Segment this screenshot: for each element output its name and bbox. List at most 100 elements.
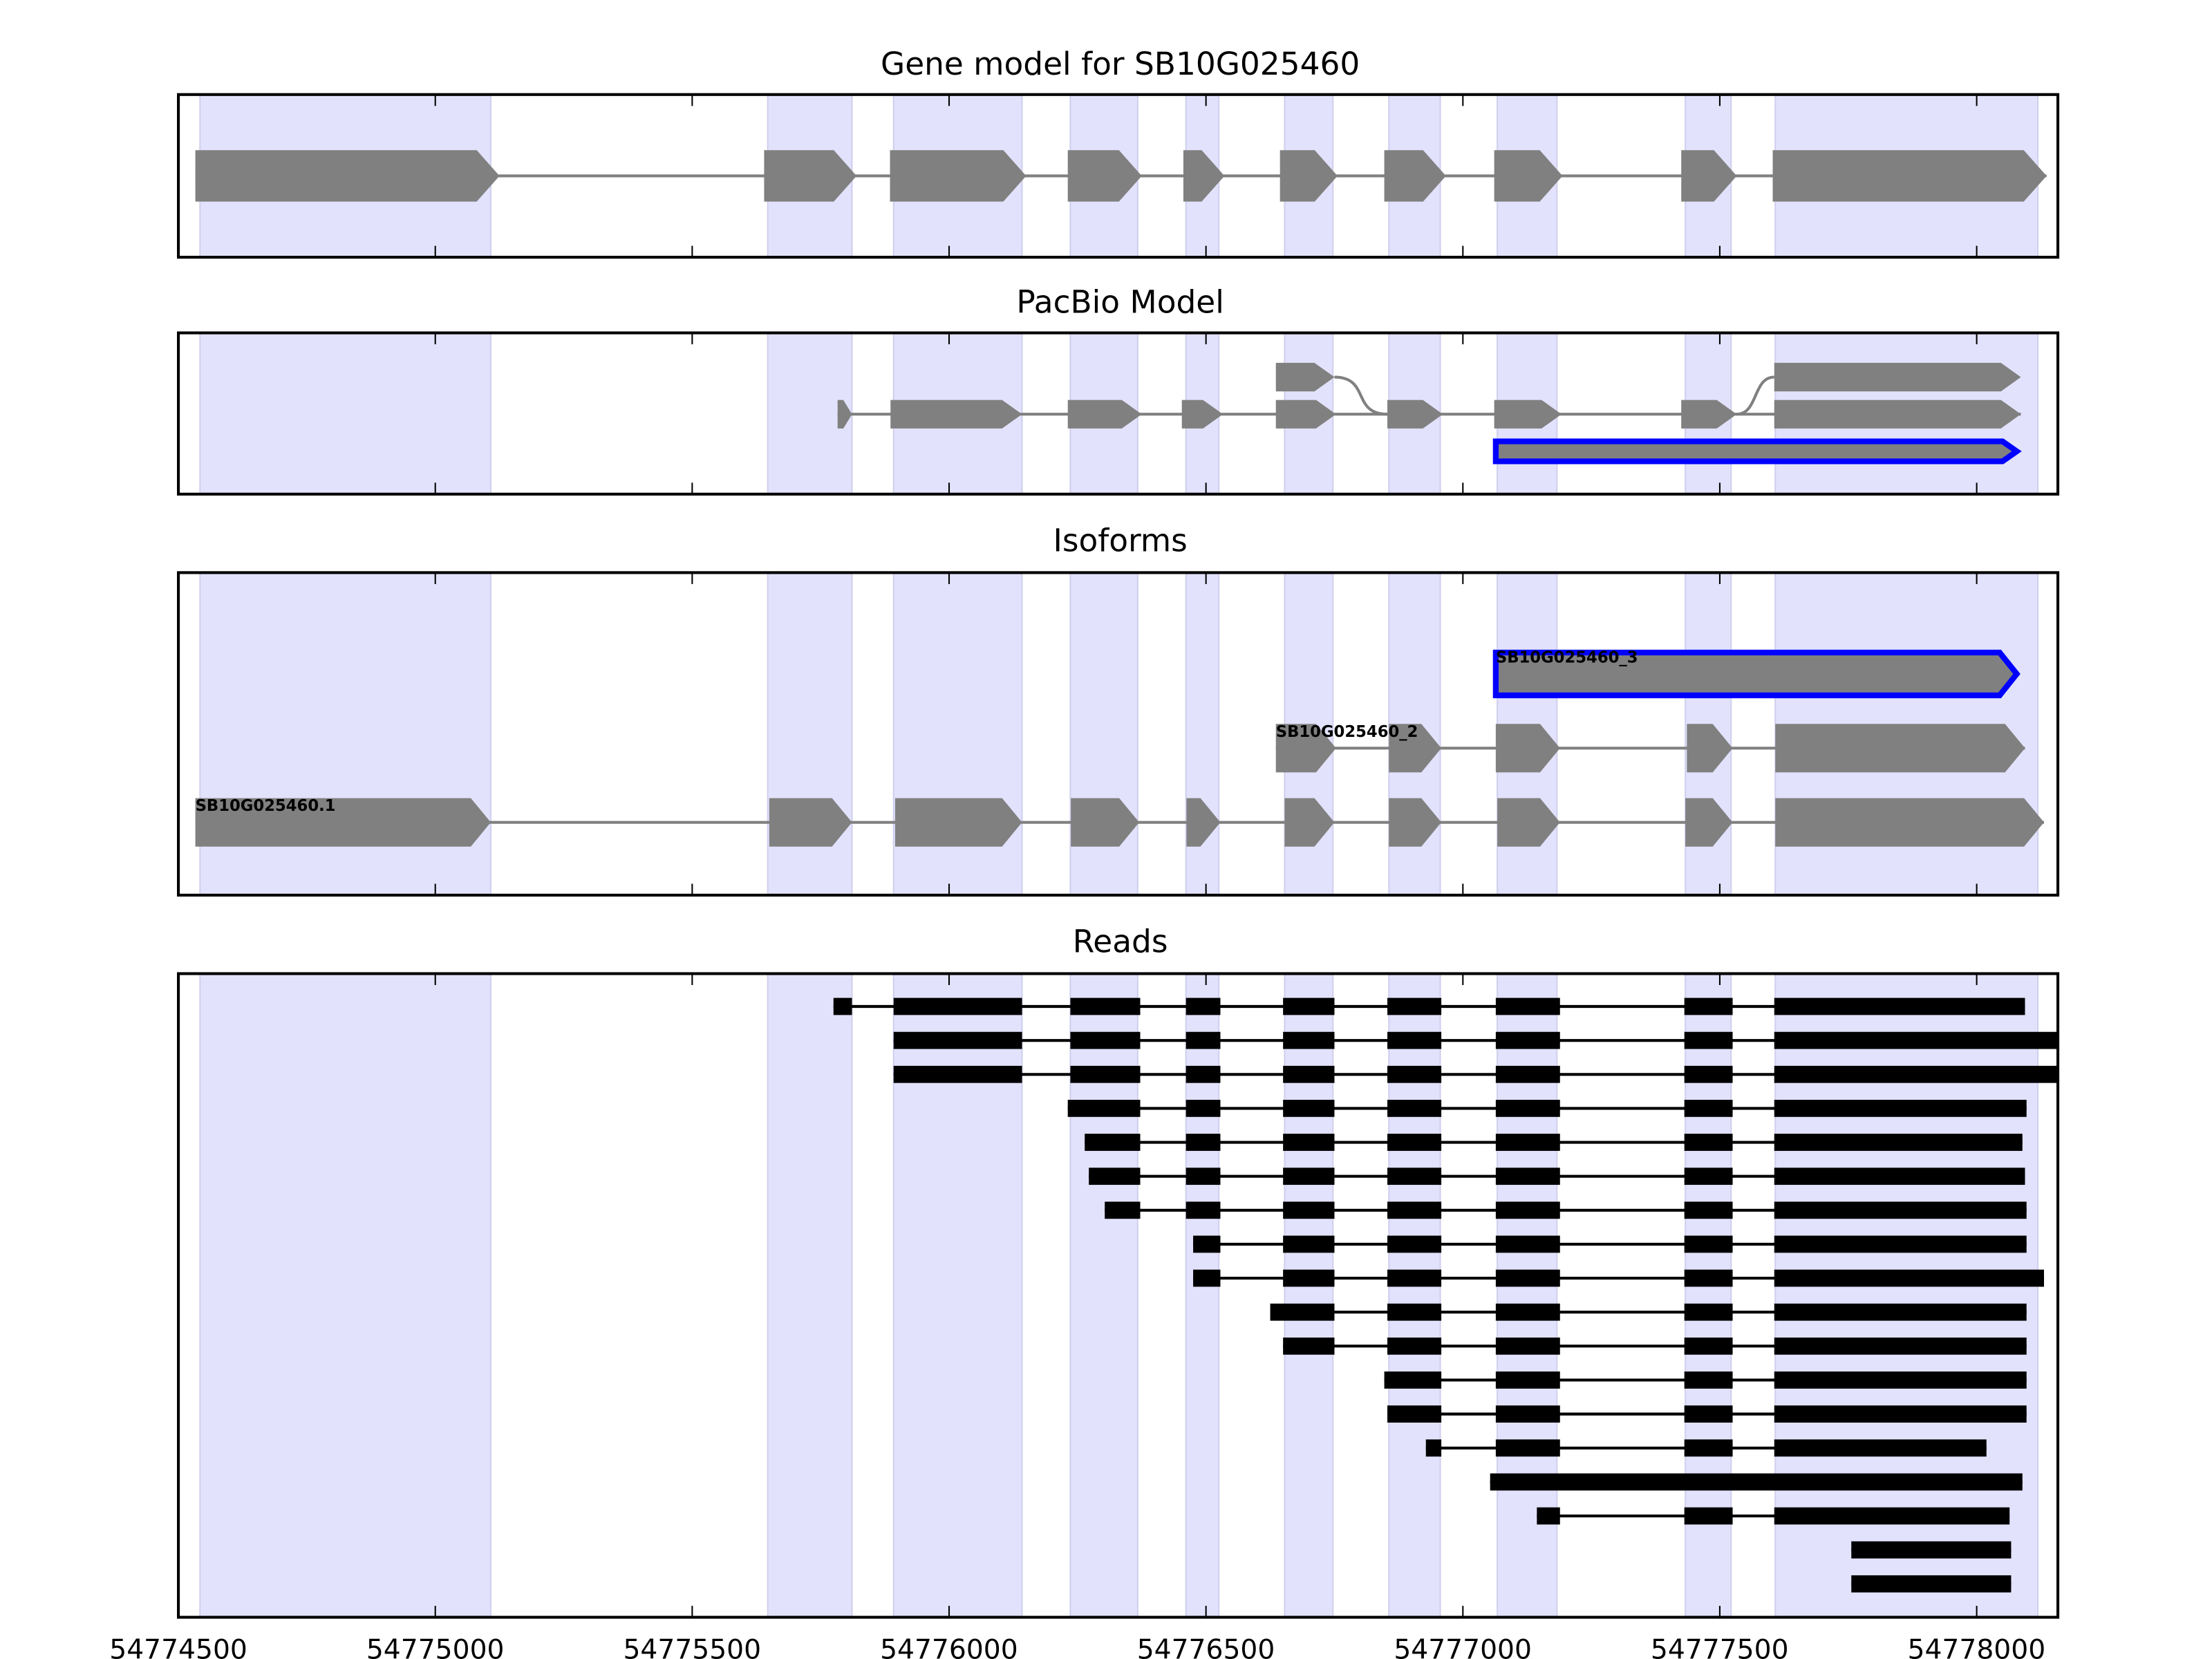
read-block <box>1495 1269 1560 1287</box>
read-block <box>1490 1473 2023 1491</box>
read-block <box>1495 1337 1560 1355</box>
read-block <box>1387 1303 1442 1321</box>
read-block <box>1774 997 2025 1015</box>
read-block <box>1774 1031 2059 1049</box>
read-block <box>1495 1100 1560 1117</box>
panel-frame <box>177 331 2060 496</box>
read-block <box>1387 1031 1442 1049</box>
read-block <box>1185 1134 1221 1151</box>
isoform-exon <box>1284 798 1335 847</box>
isoform-exon <box>1495 724 1560 773</box>
read-block <box>1774 1507 2010 1525</box>
isoform-label: SB10G025460_2 <box>1276 723 1418 741</box>
exon-band <box>199 332 492 495</box>
read-block <box>893 997 1022 1015</box>
gene-exon <box>1280 150 1338 202</box>
panel-title-gene-model: Gene model for SB10G025460 <box>881 46 1360 82</box>
isoform-exon <box>1497 798 1560 847</box>
read-block <box>1684 1031 1733 1049</box>
pacbio-exon <box>1067 400 1142 429</box>
read-block <box>1387 1100 1442 1117</box>
read-block <box>1387 997 1442 1015</box>
gene-exon <box>1384 150 1446 202</box>
gene-exon <box>1183 150 1225 202</box>
read-block <box>1684 1405 1733 1423</box>
read-block <box>1774 1235 2027 1253</box>
pacbio-exon <box>1181 400 1224 429</box>
exon-band <box>199 572 492 896</box>
read-block <box>1684 1303 1733 1321</box>
read-block <box>1387 1269 1442 1287</box>
gene-exon <box>195 150 500 202</box>
isoform-exon <box>769 798 852 847</box>
read-block <box>1495 1201 1560 1219</box>
read-block <box>1774 1371 2027 1389</box>
isoform-label: SB10G025460_3 <box>1496 648 1638 666</box>
read-block <box>1193 1269 1221 1287</box>
read-block <box>1384 1371 1442 1389</box>
isoform-exon <box>1186 798 1221 847</box>
read-block <box>1387 1337 1442 1355</box>
isoform-exon <box>1775 798 2044 847</box>
pacbio-exon <box>1494 400 1562 429</box>
gene-exon <box>1067 150 1142 202</box>
read-block <box>1774 1439 1987 1457</box>
isoform-exon <box>1687 724 1733 773</box>
pacbio-exon <box>1275 400 1336 429</box>
read-block <box>1774 1303 2027 1321</box>
read-block <box>1774 1337 2027 1355</box>
read-block <box>1495 1065 1560 1083</box>
read-block <box>1270 1303 1335 1321</box>
read-block <box>1185 1100 1221 1117</box>
read-block <box>1387 1168 1442 1185</box>
read-block <box>1085 1134 1141 1151</box>
read-block <box>1193 1235 1221 1253</box>
read-block <box>1283 1201 1335 1219</box>
read-block <box>1185 1201 1221 1219</box>
splice-curve <box>1334 375 1388 416</box>
read-block <box>833 997 852 1015</box>
panel-title-reads: Reads <box>1073 924 1168 960</box>
panel-title-isoforms: Isoforms <box>1053 522 1187 559</box>
read-block <box>1283 1100 1335 1117</box>
isoform-exon-highlight <box>1492 649 2021 699</box>
isoform-exon <box>1275 724 1336 773</box>
exon-band <box>1069 572 1138 896</box>
read-block <box>1684 1168 1733 1185</box>
read-block <box>1684 1371 1733 1389</box>
read-block <box>1425 1439 1442 1457</box>
exon-band <box>1185 572 1220 896</box>
read-block <box>1495 1235 1560 1253</box>
read-block <box>1185 1168 1221 1185</box>
splice-curve <box>1736 375 1774 416</box>
isoform-exon <box>1775 724 2025 773</box>
read-block <box>1684 1337 1733 1355</box>
gene-exon <box>1494 150 1563 202</box>
read-block <box>1283 1065 1335 1083</box>
gene-exon <box>764 150 857 202</box>
exon-band <box>767 973 853 1618</box>
read-block <box>1185 1031 1221 1049</box>
read-block <box>1283 1031 1335 1049</box>
panel-frame <box>177 972 2060 1619</box>
read-block <box>893 1031 1022 1049</box>
exon-band <box>199 973 492 1618</box>
exon-band <box>767 572 853 896</box>
panel-frame <box>177 93 2060 259</box>
read-block <box>1684 1065 1733 1083</box>
read-block <box>1774 1100 2027 1117</box>
read-block <box>1774 1201 2027 1219</box>
read-block <box>1185 1065 1221 1083</box>
read-block <box>1684 1134 1733 1151</box>
pacbio-exon <box>890 400 1022 429</box>
read-block <box>1495 1134 1560 1151</box>
isoform-exon <box>195 798 491 847</box>
read-block <box>1283 1269 1335 1287</box>
read-block <box>1089 1168 1141 1185</box>
x-tick-label: 54775500 <box>623 1634 761 1659</box>
read-block <box>1495 1031 1560 1049</box>
read-block <box>1774 1269 2044 1287</box>
read-block <box>1387 1065 1442 1083</box>
pacbio-alt-exon <box>1275 362 1335 392</box>
panel-frame <box>177 571 2060 897</box>
